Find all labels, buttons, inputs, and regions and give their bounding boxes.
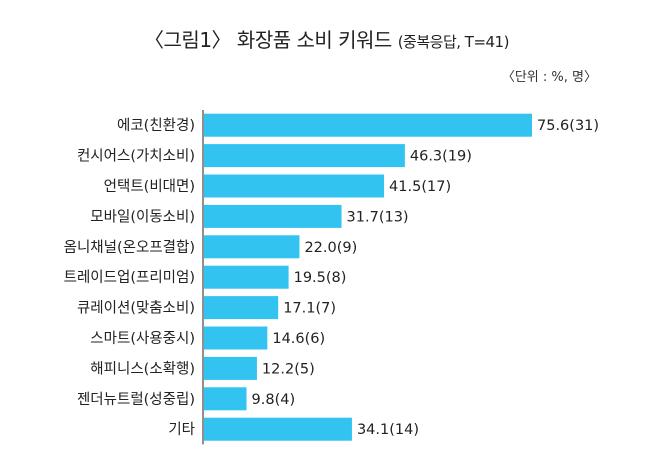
value-label: 12.2(5) (262, 361, 315, 377)
bar (204, 113, 532, 137)
bar (204, 235, 300, 259)
category-label: 기타 (168, 421, 195, 438)
chart-title-block: 〈그림1〉 화장품 소비 키워드 (중복응답, T=41) (0, 24, 653, 53)
value-label: 9.8(4) (252, 392, 296, 408)
value-label: 31.7(13) (347, 209, 409, 225)
bar (204, 356, 257, 380)
category-label: 컨시어스(가치소비) (77, 148, 195, 165)
category-label: 해피니스(소확행) (90, 360, 195, 377)
category-label: 에코(친환경) (117, 117, 195, 134)
value-label: 22.0(9) (304, 240, 357, 256)
category-label: 스마트(사용중시) (90, 330, 195, 347)
value-label: 14.6(6) (272, 331, 325, 347)
bar (204, 326, 268, 350)
category-label: 젠더뉴트럴(성중립) (77, 391, 195, 408)
value-label: 17.1(7) (283, 301, 336, 317)
chart-subtitle: (중복응답, T=41) (397, 33, 510, 51)
value-label: 41.5(17) (389, 179, 451, 195)
category-label: 옴니채널(온오프결합) (64, 239, 195, 256)
bar (204, 417, 352, 441)
category-label: 언택트(비대면) (104, 178, 195, 195)
bar (204, 265, 289, 289)
value-label: 19.5(8) (294, 270, 347, 286)
bar (204, 296, 279, 320)
bar (204, 204, 342, 228)
bar (204, 387, 247, 411)
bar (204, 144, 405, 168)
category-label: 트레이드업(프리미엄) (64, 269, 195, 286)
value-label: 46.3(19) (410, 149, 472, 165)
chart-title: 〈그림1〉 화장품 소비 키워드 (144, 28, 392, 52)
bar (204, 174, 385, 198)
category-label: 큐레이션(맞춤소비) (77, 300, 195, 317)
value-label: 34.1(14) (357, 422, 419, 438)
unit-note: 〈단위 : %, 명〉 (501, 70, 597, 85)
value-label: 75.6(31) (537, 118, 599, 134)
category-label: 모바일(이동소비) (90, 208, 195, 225)
